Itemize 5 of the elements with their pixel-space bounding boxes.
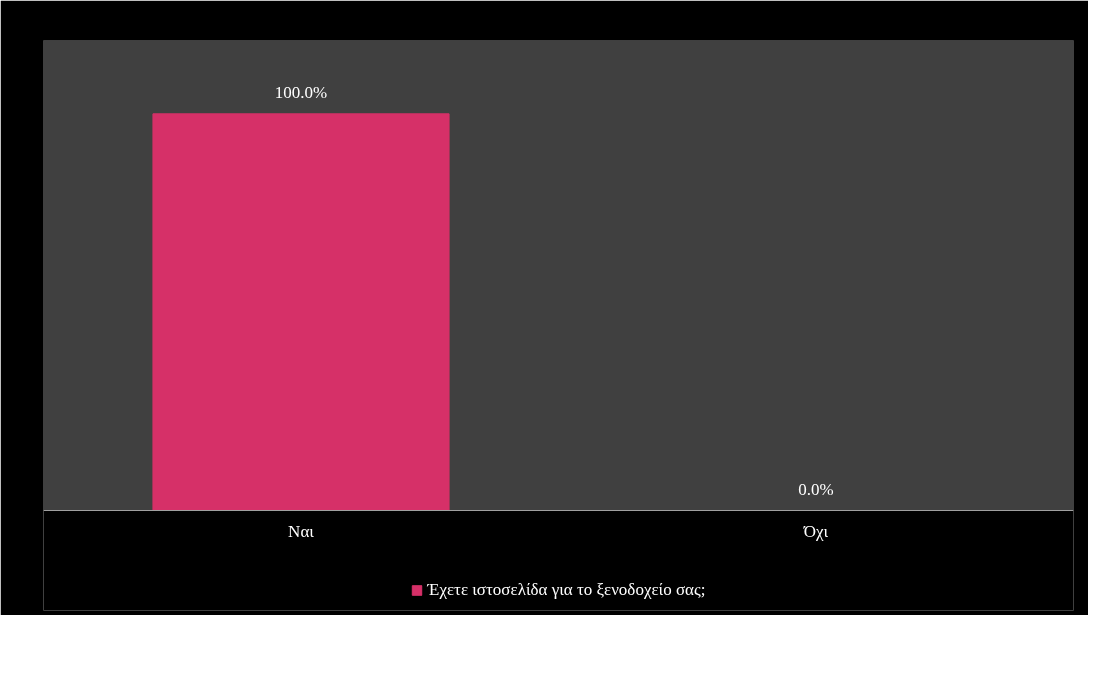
data-label: 100.0%: [274, 82, 328, 102]
x-tick-label: Ναι: [288, 521, 315, 541]
legend-label: Έχετε ιστοσελίδα για το ξενοδοχείο σας;: [427, 580, 706, 600]
data-label: 0.0%: [798, 479, 834, 499]
x-tick-label: Όχι: [802, 521, 829, 541]
